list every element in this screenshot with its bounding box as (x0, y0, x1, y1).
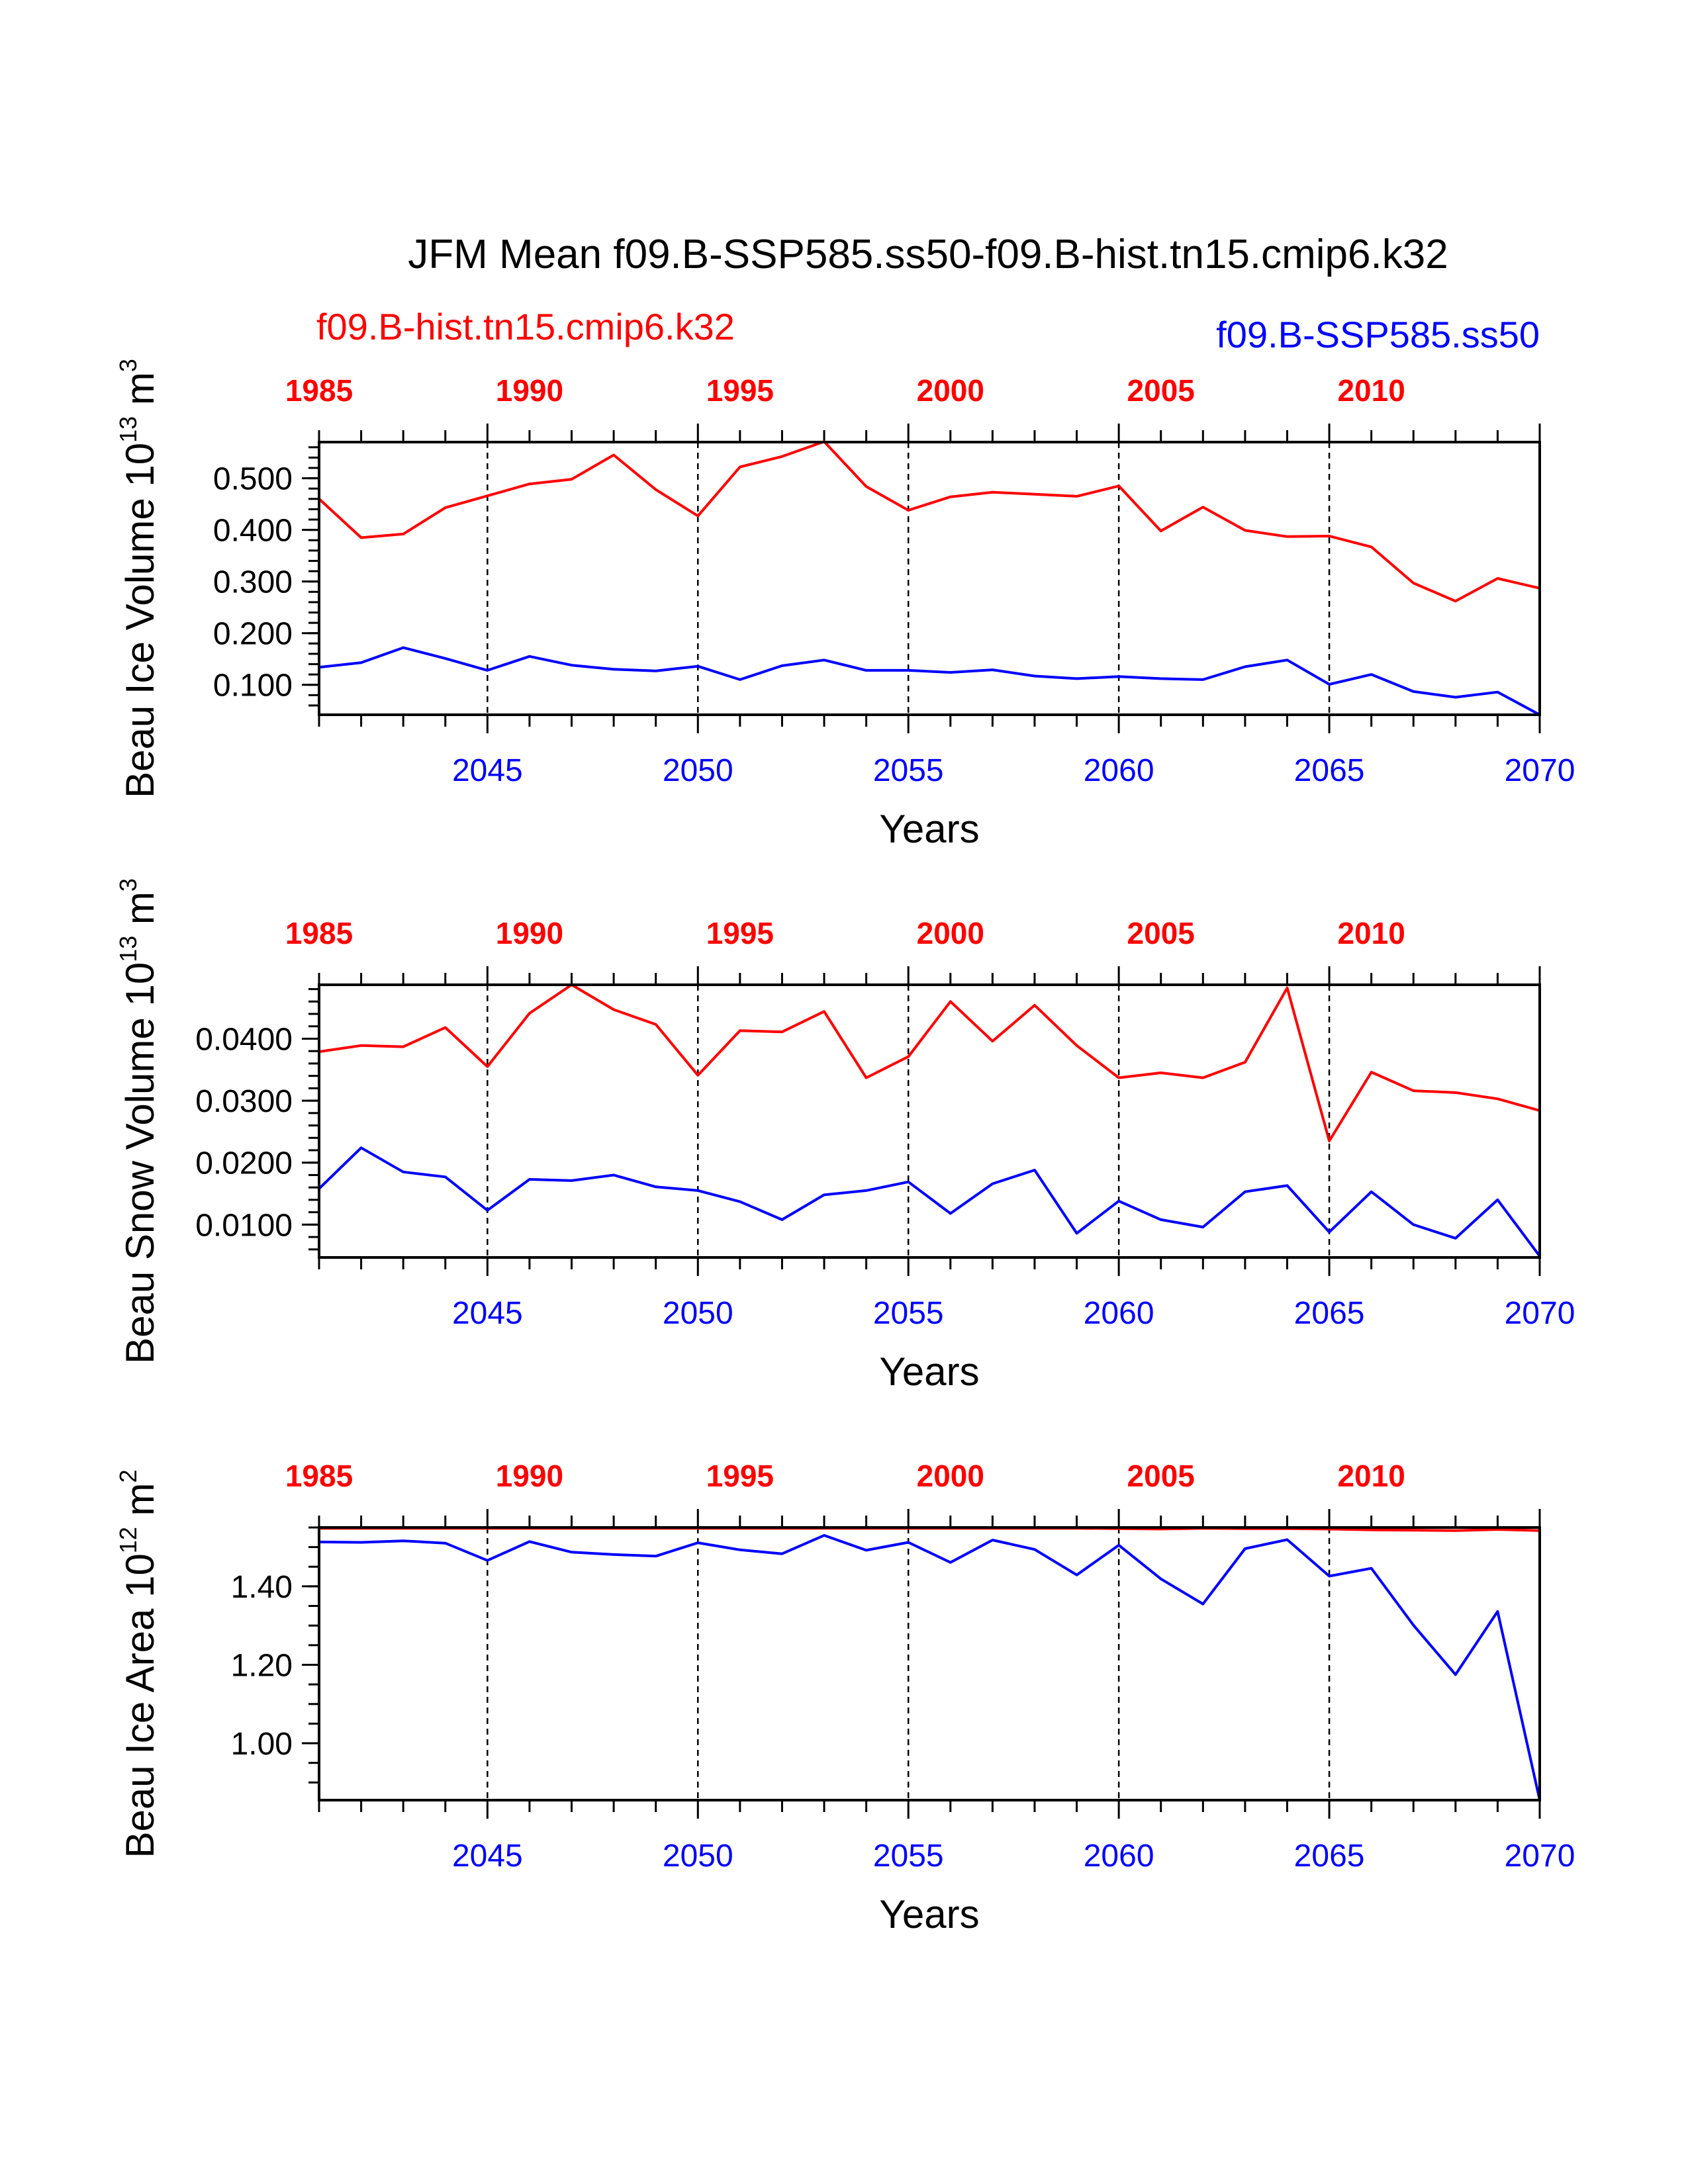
plot-frame (318, 1526, 1541, 1801)
x-tick-label-top: 1995 (706, 373, 774, 408)
x-tick-label-bottom: 2060 (1084, 1839, 1154, 1874)
y-axis-label-part: 3 (115, 878, 142, 891)
x-axis-label: Years (879, 1892, 979, 1936)
y-tick-label: 0.200 (213, 617, 293, 652)
y-tick-label: 0.0100 (195, 1208, 293, 1243)
x-tick-label-bottom: 2065 (1294, 1839, 1365, 1874)
x-tick-label-top: 1990 (496, 1459, 563, 1493)
y-axis-label-part: m (118, 891, 162, 936)
y-axis-label-part: 13 (115, 936, 142, 962)
panel-2: 0.0100 0.0200 0.0300 0.0400 2045 2050 2055 2060… (115, 878, 1575, 1394)
x-axis-label: Years (879, 1349, 979, 1394)
y-tick-label: 0.400 (213, 514, 293, 549)
x-tick-label-bottom: 2060 (1084, 1296, 1154, 1331)
x-tick-label-bottom: 2060 (1084, 753, 1154, 788)
x-tick-label-top: 1990 (496, 916, 563, 950)
x-tick-label-top: 2000 (917, 916, 984, 950)
x-tick-label-top: 2005 (1127, 373, 1195, 408)
y-axis-label-part: 13 (115, 416, 142, 443)
x-tick-label-bottom: 2045 (452, 753, 523, 788)
x-tick-label-top: 2010 (1337, 1459, 1405, 1493)
x-tick-label-top: 2010 (1337, 373, 1405, 408)
x-tick-label-bottom: 2050 (663, 1296, 733, 1331)
y-axis-label: Beau Ice Area 1012 m2 (115, 1469, 162, 1858)
x-tick-label-bottom: 2055 (873, 753, 944, 788)
x-tick-label-bottom: 2055 (873, 1296, 944, 1331)
panel-1: 0.100 0.200 0.300 0.400 0.500 2045 2050 2055 206… (115, 359, 1575, 851)
y-tick-label: 1.00 (231, 1727, 293, 1762)
x-tick-label-top: 2010 (1337, 916, 1405, 950)
y-tick-label: 0.100 (213, 668, 293, 704)
y-axis-label-part: m (118, 1482, 162, 1527)
hist-series-label: f09.B-hist.tn15.cmip6.k32 (316, 306, 735, 347)
x-tick-label-bottom: 2045 (452, 1839, 523, 1874)
figure-title: JFM Mean f09.B-SSP585.ss50-f09.B-hist.tn… (408, 232, 1448, 277)
x-tick-label-bottom: 2050 (663, 1839, 733, 1874)
x-tick-label-bottom: 2065 (1294, 1296, 1365, 1331)
x-tick-label-bottom: 2070 (1505, 1839, 1575, 1874)
ssp-series-label: f09.B-SSP585.ss50 (1216, 314, 1540, 355)
x-tick-label-top: 1995 (706, 1459, 774, 1493)
y-axis-label-part: 12 (115, 1527, 142, 1553)
x-tick-label-bottom: 2070 (1505, 753, 1575, 788)
y-axis-label-part: Beau Ice Volume 10 (118, 443, 162, 798)
plot-frame (318, 983, 1541, 1259)
x-tick-label-top: 1995 (706, 916, 774, 950)
x-tick-label-top: 2005 (1127, 916, 1195, 950)
y-tick-label: 1.20 (231, 1648, 293, 1683)
x-tick-label-top: 1990 (496, 373, 563, 408)
x-tick-label-top: 1985 (285, 916, 353, 950)
y-tick-label: 0.0400 (195, 1022, 293, 1057)
x-tick-label-bottom: 2045 (452, 1296, 523, 1331)
x-tick-label-top: 1985 (285, 1459, 353, 1493)
y-axis-label-part: 2 (115, 1469, 142, 1482)
x-tick-label-bottom: 2050 (663, 753, 733, 788)
series-hist-line (318, 983, 1540, 1142)
y-tick-label: 0.300 (213, 565, 293, 600)
y-axis-label: Beau Ice Volume 1013 m3 (115, 359, 162, 798)
y-tick-label: 0.500 (213, 462, 293, 497)
x-tick-label-top: 2005 (1127, 1459, 1195, 1493)
series-ssp-line (318, 1533, 1541, 1801)
y-axis-label-part: Beau Ice Area 10 (118, 1553, 162, 1858)
x-tick-label-top: 2000 (917, 1459, 984, 1493)
x-axis-label: Years (879, 807, 979, 851)
series-hist-line (318, 440, 1540, 603)
y-axis-label-part: m (118, 372, 162, 416)
panel-3: 1.00 1.20 1.40 2045 2050 2055 2060 2065 2070 1985… (115, 1459, 1575, 1936)
x-tick-label-top: 1985 (285, 373, 353, 408)
y-axis-label-part: Beau Snow Volume 10 (118, 962, 162, 1364)
series-ssp-line (318, 646, 1540, 716)
x-tick-label-top: 2000 (917, 373, 984, 408)
y-axis-label-part: 3 (115, 359, 142, 372)
plot-frame (318, 441, 1541, 716)
x-tick-label-bottom: 2055 (873, 1839, 944, 1874)
x-tick-label-bottom: 2070 (1505, 1296, 1575, 1331)
y-tick-label: 0.0200 (195, 1146, 293, 1181)
y-tick-label: 0.0300 (195, 1084, 293, 1119)
series-ssp-line (318, 1146, 1541, 1257)
y-axis-label: Beau Snow Volume 1013 m3 (115, 878, 162, 1364)
x-tick-label-bottom: 2065 (1294, 753, 1365, 788)
panels: 0.100 0.200 0.300 0.400 0.500 2045 2050 2055 206… (115, 359, 1575, 1936)
y-tick-label: 1.40 (231, 1570, 293, 1605)
